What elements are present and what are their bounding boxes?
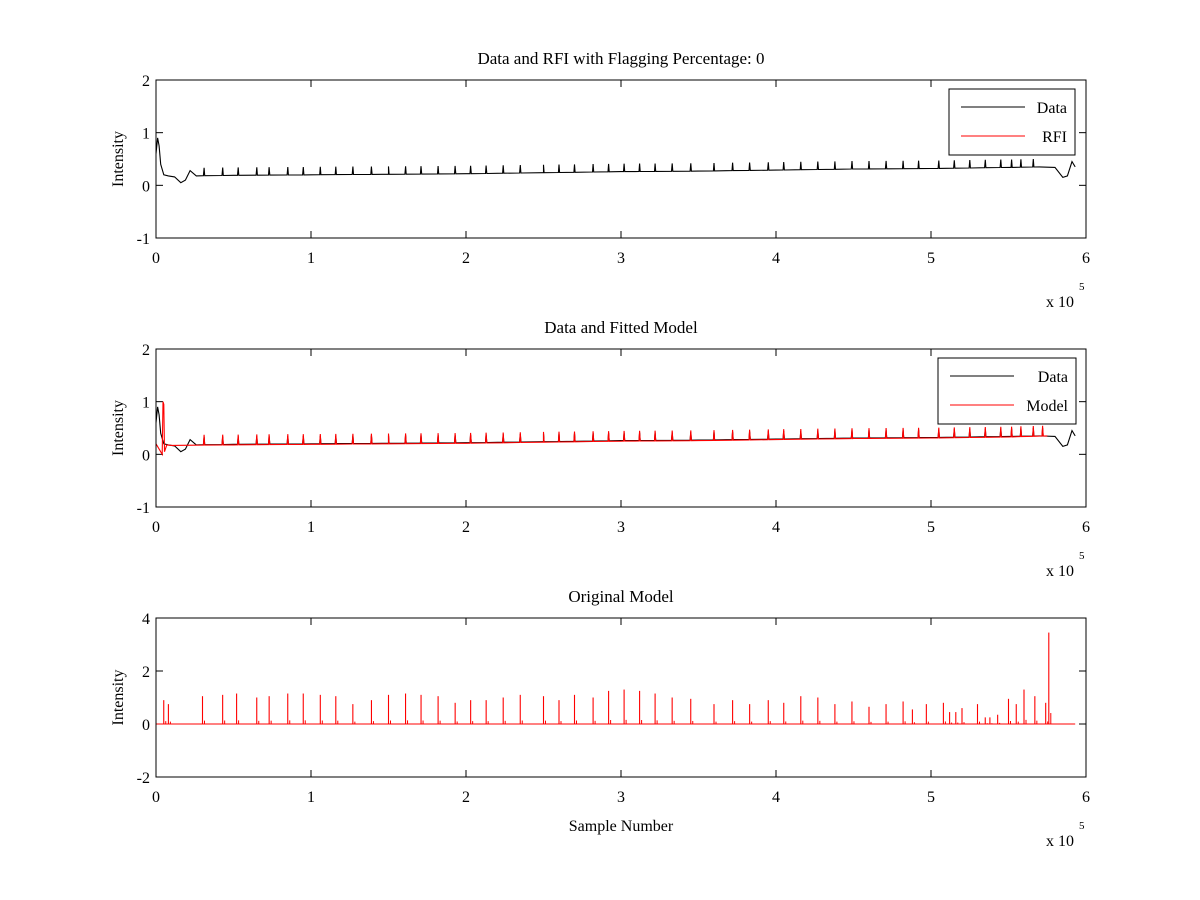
x-tick-label: 6 xyxy=(1082,250,1090,267)
y-tick-label: -1 xyxy=(137,231,150,248)
legend-label-rfi: RFI xyxy=(1042,129,1067,146)
y-tick-label: 1 xyxy=(142,126,150,143)
chart-title: Original Model xyxy=(568,587,674,606)
y-axis-label: Intensity xyxy=(110,131,127,187)
x-tick-label: 2 xyxy=(462,250,470,267)
y-tick-label: 4 xyxy=(142,611,150,628)
y-tick-label: 2 xyxy=(142,664,150,681)
y-axis-label: Intensity xyxy=(110,670,127,726)
chart-title: Data and RFI with Flagging Percentage: 0 xyxy=(477,49,764,68)
plot-area xyxy=(156,632,1076,725)
x-tick-label: 2 xyxy=(462,789,470,806)
x-tick-label: 6 xyxy=(1082,789,1090,806)
plot-area xyxy=(156,137,1076,184)
legend: Data RFI xyxy=(948,88,1076,156)
x-exponent-value: 5 xyxy=(1079,820,1085,832)
x-tick-label: 1 xyxy=(307,789,315,806)
legend-box xyxy=(937,357,1077,425)
y-tick-label: 2 xyxy=(142,342,150,359)
x-exponent-label: x 10 xyxy=(1046,563,1074,580)
x-tick-label: 5 xyxy=(927,519,935,536)
x-tick-label: 0 xyxy=(152,519,160,536)
x-tick-label: 3 xyxy=(617,250,625,267)
series-line-data xyxy=(156,137,1076,184)
legend-box xyxy=(948,88,1076,156)
y-tick-label: 1 xyxy=(142,395,150,412)
x-exponent-label: x 10 xyxy=(1046,294,1074,311)
y-axis-label: Intensity xyxy=(110,400,127,456)
x-tick-label: 6 xyxy=(1082,519,1090,536)
x-tick-label: 1 xyxy=(307,250,315,267)
x-tick-label: 4 xyxy=(772,250,780,267)
x-exponent-value: 5 xyxy=(1079,550,1085,562)
x-tick-label: 4 xyxy=(772,519,780,536)
series-line-model xyxy=(156,401,1048,457)
y-tick-label: 0 xyxy=(142,447,150,464)
y-tick-label: 0 xyxy=(142,717,150,734)
x-tick-label: 3 xyxy=(617,789,625,806)
subplot-3: Original Model Intensity Sample Number 0 1 2 3… xyxy=(110,587,1090,850)
legend: Data Model xyxy=(937,357,1077,425)
legend-label-data: Data xyxy=(1037,100,1067,117)
plot-area xyxy=(156,401,1076,457)
subplot-1: Data and RFI with Flagging Percentage: 0… xyxy=(110,49,1090,311)
y-tick-label: 0 xyxy=(142,178,150,195)
x-axis-label: Sample Number xyxy=(569,818,674,835)
x-exponent-label: x 10 xyxy=(1046,833,1074,850)
axes-box xyxy=(155,79,1087,239)
x-tick-label: 4 xyxy=(772,789,780,806)
legend-label-model: Model xyxy=(1026,398,1068,415)
x-tick-label: 1 xyxy=(307,519,315,536)
x-tick-label: 5 xyxy=(927,789,935,806)
axes-box xyxy=(155,348,1087,508)
x-tick-label: 5 xyxy=(927,250,935,267)
x-tick-label: 0 xyxy=(152,250,160,267)
axes-box xyxy=(155,617,1087,778)
x-tick-label: 3 xyxy=(617,519,625,536)
y-tick-label: 2 xyxy=(142,73,150,90)
x-exponent-value: 5 xyxy=(1079,281,1085,293)
x-tick-label: 2 xyxy=(462,519,470,536)
x-tick-label: 0 xyxy=(152,789,160,806)
legend-label-data: Data xyxy=(1038,369,1068,386)
y-tick-label: -2 xyxy=(137,770,150,787)
chart-title: Data and Fitted Model xyxy=(544,318,698,337)
y-tick-label: -1 xyxy=(137,500,150,517)
